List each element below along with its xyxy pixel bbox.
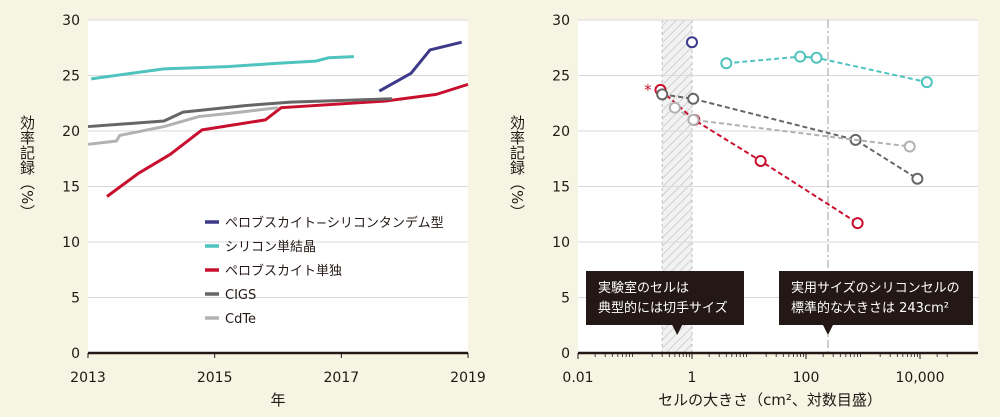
right-y-tick-10: 10 bbox=[552, 235, 570, 251]
right-point-3-1 bbox=[687, 92, 700, 105]
right-point-1-2 bbox=[810, 51, 823, 64]
left-x-tick-2013: 2013 bbox=[70, 370, 106, 386]
left-y-tick-0: 0 bbox=[71, 346, 80, 362]
left-y-tick-30: 30 bbox=[62, 13, 80, 29]
left-x-ticks: 2013 2015 2017 2019 bbox=[70, 353, 486, 386]
right-series-line-1 bbox=[726, 55, 928, 84]
left-x-tick-2017: 2017 bbox=[324, 370, 360, 386]
callout-text-1-0: 実用サイズのシリコンセルの bbox=[791, 280, 960, 296]
star-marker: * bbox=[644, 81, 652, 99]
right-series bbox=[654, 36, 933, 230]
right-point-4-2 bbox=[903, 140, 916, 153]
left-y-axis-label: 効率記録（%） bbox=[18, 115, 36, 219]
left-x-axis-label: 年 bbox=[270, 391, 285, 409]
right-point-1-3 bbox=[920, 76, 933, 89]
right-x-tick-1: 1 bbox=[688, 370, 697, 386]
left-series-line-4 bbox=[87, 106, 279, 146]
right-y-tick-25: 25 bbox=[552, 69, 570, 85]
legend-label-1: シリコン単結晶 bbox=[225, 239, 316, 255]
right-y-tick-15: 15 bbox=[552, 180, 570, 196]
legend-label-4: CdTe bbox=[225, 312, 256, 327]
right-point-2-3 bbox=[851, 217, 864, 230]
left-series-line-1 bbox=[90, 55, 355, 81]
left-series-line-3 bbox=[87, 97, 393, 129]
right-point-4-0 bbox=[668, 101, 681, 114]
right-x-ticks: 0.01 1 100 10,000 bbox=[562, 353, 948, 386]
right-point-3-0 bbox=[656, 88, 669, 101]
right-y-tick-30: 30 bbox=[552, 13, 570, 29]
right-series-line-2 bbox=[659, 89, 859, 224]
callout-text-0-0: 実験室のセルは bbox=[598, 280, 689, 296]
right-x-tick-3: 10,000 bbox=[896, 370, 945, 386]
callout-text-1-1: 標準的な大きさは 243cm² bbox=[791, 300, 949, 316]
right-y-tick-5: 5 bbox=[561, 291, 570, 307]
callout-box-0 bbox=[586, 271, 744, 325]
right-y-tick-20: 20 bbox=[552, 124, 570, 140]
right-point-1-0 bbox=[720, 57, 733, 70]
legend-label-3: CIGS bbox=[225, 288, 256, 303]
right-y-ticks: 0 5 10 15 20 25 30 bbox=[552, 13, 570, 362]
right-gridlines bbox=[578, 19, 978, 298]
left-y-tick-15: 15 bbox=[62, 180, 80, 196]
left-x-tick-2015: 2015 bbox=[197, 370, 233, 386]
right-x-axis-label: セルの大きさ（cm²、対数目盛） bbox=[658, 391, 882, 409]
right-point-2-2 bbox=[754, 154, 767, 167]
left-series-line-2 bbox=[106, 82, 469, 198]
left-y-tick-10: 10 bbox=[62, 235, 80, 251]
left-series-line-0 bbox=[378, 40, 463, 93]
left-y-tick-5: 5 bbox=[71, 291, 80, 307]
legend-label-2: ペロブスカイト単独 bbox=[225, 263, 342, 279]
callout-text-0-1: 典型的には切手サイズ bbox=[598, 300, 728, 316]
left-series bbox=[87, 40, 469, 198]
callout-pointer-1 bbox=[822, 325, 833, 335]
right-chart: 0 5 10 15 20 25 30 0.01 1 100 10,000 効率記録（%） セルの大… bbox=[508, 13, 978, 409]
left-gridlines bbox=[88, 19, 468, 298]
callout-pointer-0 bbox=[672, 325, 683, 335]
left-y-ticks: 0 5 10 15 20 25 30 bbox=[62, 13, 80, 362]
right-point-3-3 bbox=[911, 172, 924, 185]
right-x-tick-0: 0.01 bbox=[562, 370, 593, 386]
callout-box-1 bbox=[779, 271, 973, 325]
left-y-tick-20: 20 bbox=[62, 124, 80, 140]
right-point-1-1 bbox=[794, 50, 807, 63]
legend-label-0: ペロブスカイト−シリコンタンデム型 bbox=[225, 215, 444, 231]
right-y-tick-0: 0 bbox=[561, 346, 570, 362]
right-x-tick-2: 100 bbox=[793, 370, 820, 386]
left-y-tick-25: 25 bbox=[62, 69, 80, 85]
right-series-line-3 bbox=[662, 93, 918, 180]
right-point-0-0 bbox=[686, 36, 698, 49]
left-x-tick-2019: 2019 bbox=[450, 370, 486, 386]
right-point-4-1 bbox=[687, 113, 700, 126]
right-y-axis-label: 効率記録（%） bbox=[508, 115, 526, 219]
